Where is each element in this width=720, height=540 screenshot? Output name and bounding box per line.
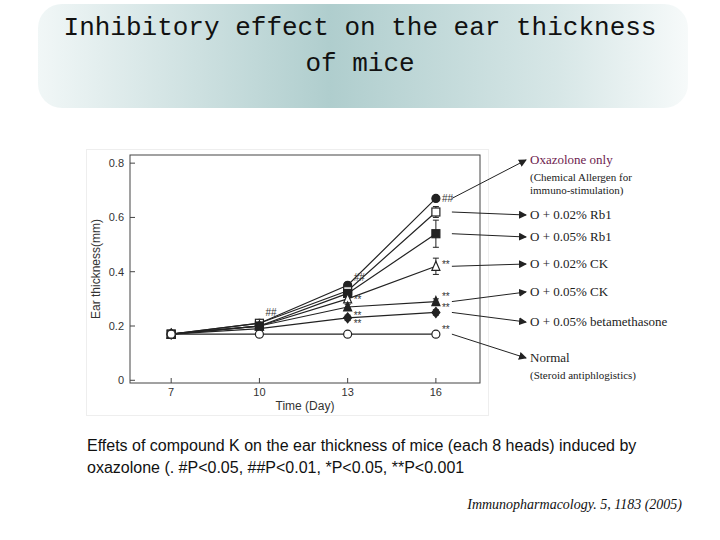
point: [344, 330, 352, 338]
point: [432, 230, 440, 238]
plot-area: [167, 194, 440, 339]
legend-entry: Normal: [530, 350, 570, 366]
point: [432, 297, 440, 306]
series-line: [171, 334, 436, 335]
significance-mark: ##: [354, 272, 366, 283]
significance-mark: **: [354, 294, 362, 305]
error-bar: [433, 220, 439, 247]
x-tick: [347, 378, 348, 383]
error-bar-cap: [433, 274, 439, 275]
series-line: [171, 312, 436, 334]
plot-frame: [130, 155, 480, 383]
source: Immunopharmacology. 5, 1183 (2005): [467, 497, 682, 513]
significance-mark: **: [354, 318, 362, 329]
error-bar: [433, 207, 439, 218]
legend-entry: O + 0.05% betamethasone: [530, 314, 667, 330]
point: [167, 329, 175, 338]
series-line: [171, 302, 436, 335]
point: [344, 313, 352, 323]
series-line: [171, 234, 436, 334]
x-axis-label: Time (Day): [276, 399, 335, 413]
point: [432, 194, 440, 202]
significance-mark: **: [442, 302, 450, 313]
legend-note: (Steroid antiphlogistics): [530, 369, 655, 382]
significance-mark: **: [442, 291, 450, 302]
point: [344, 302, 352, 311]
legend-arrow: [452, 312, 526, 322]
error-bar-cap: [433, 258, 439, 259]
title: Inhibitory effect on the ear thickness o…: [50, 10, 670, 82]
y-tick-label: 0.4: [109, 266, 124, 278]
error-bar: [433, 258, 439, 274]
point: [432, 307, 440, 317]
point: [432, 261, 440, 270]
y-axis-label: Ear thickness(mm): [89, 219, 103, 319]
x-tick-label: 7: [168, 386, 174, 398]
y-tick: [130, 217, 135, 218]
point: [167, 330, 175, 338]
legend-entry: O + 0.02% Rb1: [530, 207, 612, 223]
y-tick: [130, 271, 135, 272]
x-tick: [435, 378, 436, 383]
point: [167, 330, 175, 338]
y-tick: [130, 380, 135, 381]
legend-note: (Chemical Allergen for immuno-stimulatio…: [530, 171, 655, 197]
series-line: [171, 198, 436, 334]
legend-entry: O + 0.05% Rb1: [530, 229, 612, 245]
x-tick-label: 13: [342, 386, 354, 398]
legend-entry: O + 0.05% CK: [530, 284, 608, 300]
y-tick-label: 0.2: [109, 320, 124, 332]
legend-arrow: [452, 212, 526, 215]
y-tick: [130, 326, 135, 327]
legend-entry: Oxazolone only: [530, 152, 613, 168]
series-line: [171, 212, 436, 334]
point: [432, 208, 440, 216]
significance-mark: ##: [265, 307, 277, 318]
x-tick: [259, 378, 260, 383]
significance-mark: **: [442, 324, 450, 335]
chart-background: [87, 150, 488, 415]
legend-entry: O + 0.02% CK: [530, 256, 608, 272]
point: [167, 329, 175, 338]
caption: Effets of compound K on the ear thicknes…: [87, 435, 687, 479]
point: [167, 329, 175, 339]
legend-arrow: [452, 334, 526, 358]
x-tick-label: 10: [253, 386, 265, 398]
point: [167, 330, 175, 338]
error-bar-cap: [433, 206, 439, 207]
point: [255, 330, 263, 338]
point: [432, 330, 440, 338]
point: [167, 330, 175, 338]
error-bar-cap: [433, 217, 439, 218]
error-bar-cap: [433, 247, 439, 248]
y-tick: [130, 163, 135, 164]
y-tick-label: 0: [118, 374, 124, 386]
legend-arrow: [452, 160, 526, 198]
error-bar-cap: [433, 220, 439, 221]
legend-arrow: [452, 264, 526, 266]
significance-mark: **: [442, 259, 450, 270]
y-tick-label: 0.8: [109, 157, 124, 169]
x-tick: [171, 378, 172, 383]
significance-mark: ##: [442, 193, 454, 204]
legend-arrow: [452, 234, 526, 237]
y-tick-label: 0.6: [109, 211, 124, 223]
x-tick-label: 16: [430, 386, 442, 398]
series-line: [171, 266, 436, 334]
legend-arrow: [452, 292, 526, 302]
